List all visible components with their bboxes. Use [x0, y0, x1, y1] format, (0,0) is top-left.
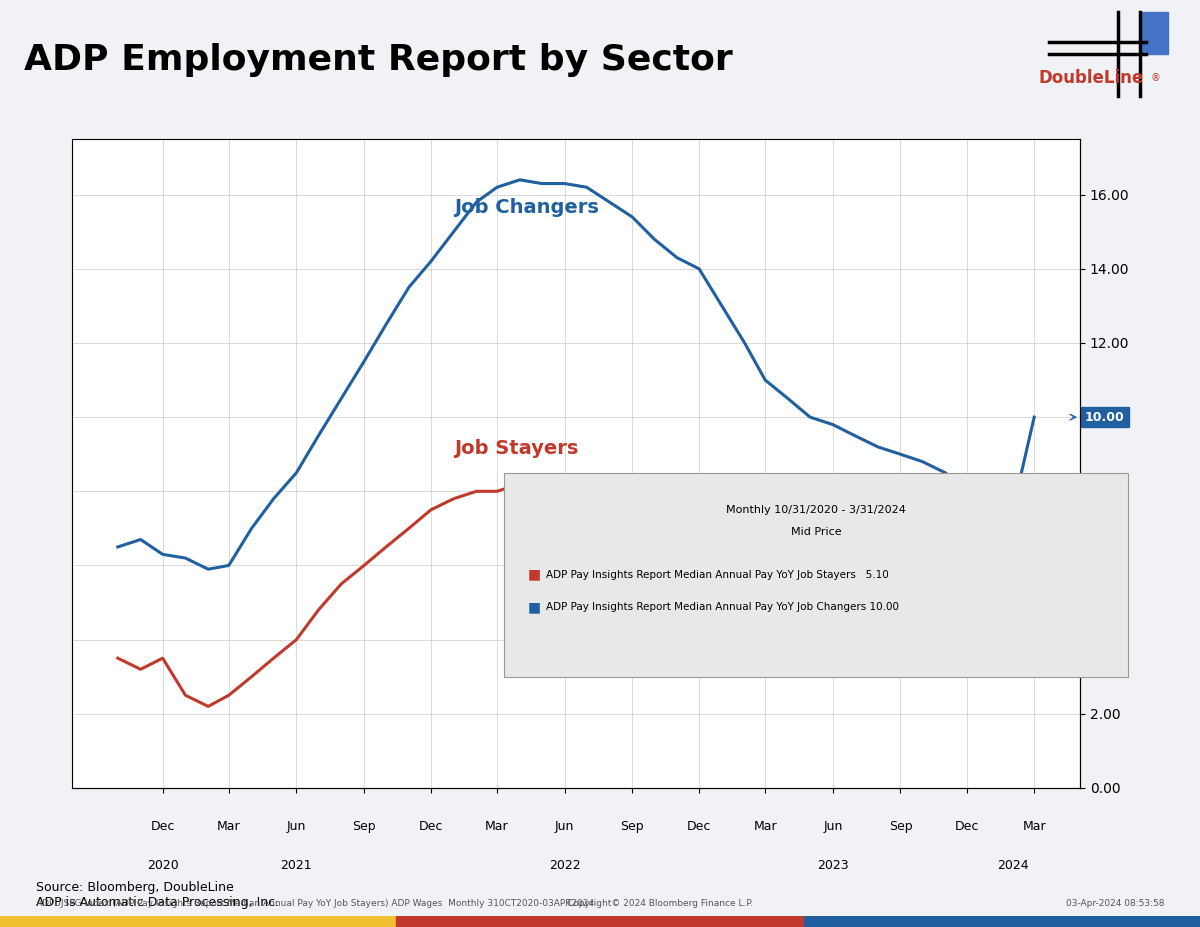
Text: Mid Price: Mid Price: [791, 527, 841, 537]
Text: ADP Pay Insights Report Median Annual Pay YoY Job Stayers   5.10: ADP Pay Insights Report Median Annual Pa…: [546, 570, 889, 579]
Bar: [804, 916, 1200, 927]
Text: ®: ®: [1151, 73, 1160, 83]
Text: Monthly 10/31/2020 - 3/31/2024: Monthly 10/31/2020 - 3/31/2024: [726, 505, 906, 515]
Text: ADP Employment Report by Sector: ADP Employment Report by Sector: [24, 44, 733, 77]
Text: Sep: Sep: [620, 820, 644, 833]
Text: ■: ■: [528, 600, 541, 615]
Text: Copyright© 2024 Bloomberg Finance L.P.: Copyright© 2024 Bloomberg Finance L.P.: [566, 899, 754, 908]
Text: 2020: 2020: [146, 859, 179, 872]
Text: 03-Apr-2024 08:53:58: 03-Apr-2024 08:53:58: [1066, 899, 1164, 908]
Text: 2024: 2024: [997, 859, 1028, 872]
Bar: [0, 916, 396, 927]
Text: ADPUJSPG Index (ADP Pay Insights Report Median Annual Pay YoY Job Stayers) ADP W: ADPUJSPG Index (ADP Pay Insights Report …: [36, 899, 594, 908]
Text: Dec: Dec: [955, 820, 979, 833]
Text: Job Stayers: Job Stayers: [454, 439, 578, 458]
Text: Sep: Sep: [352, 820, 376, 833]
Text: Jun: Jun: [554, 820, 575, 833]
Bar: [1140, 12, 1168, 55]
Text: Dec: Dec: [419, 820, 443, 833]
Text: Mar: Mar: [485, 820, 509, 833]
Text: Source: Bloomberg, DoubleLine
ADP is Automatic Data Processing, Inc.: Source: Bloomberg, DoubleLine ADP is Aut…: [36, 881, 280, 908]
Text: Dec: Dec: [686, 820, 712, 833]
Text: 2023: 2023: [817, 859, 848, 872]
Text: 2021: 2021: [281, 859, 312, 872]
Text: ADP Pay Insights Report Median Annual Pay YoY Job Changers 10.00: ADP Pay Insights Report Median Annual Pa…: [546, 603, 899, 612]
Text: ■: ■: [528, 567, 541, 582]
Text: Jun: Jun: [823, 820, 842, 833]
Text: 5.10: 5.10: [1085, 592, 1116, 605]
Text: Mar: Mar: [217, 820, 240, 833]
Text: DoubleLine: DoubleLine: [1038, 70, 1144, 87]
Text: Jun: Jun: [287, 820, 306, 833]
Text: Mar: Mar: [1022, 820, 1046, 833]
Text: Mar: Mar: [754, 820, 778, 833]
Text: 2022: 2022: [548, 859, 581, 872]
Text: Dec: Dec: [150, 820, 175, 833]
Text: Job Changers: Job Changers: [454, 198, 599, 217]
Text: 10.00: 10.00: [1085, 411, 1124, 424]
Text: Sep: Sep: [889, 820, 912, 833]
Bar: [396, 916, 804, 927]
